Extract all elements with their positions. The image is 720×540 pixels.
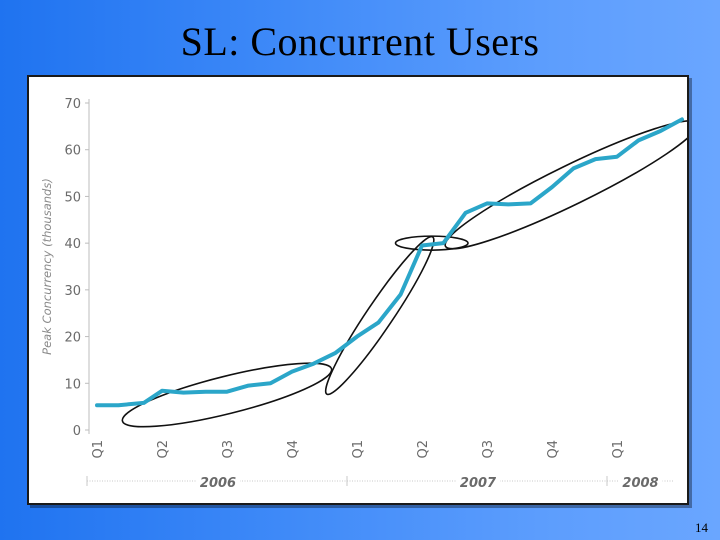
year-label-bg [618, 471, 663, 491]
x-tick-label: Q3 [221, 440, 236, 459]
y-tick-label: 70 [64, 97, 81, 112]
y-tick-label: 30 [64, 284, 81, 299]
y-tick-label: 60 [64, 144, 81, 159]
page-number: 14 [695, 520, 708, 535]
chart-panel: 0 10 20 30 40 50 60 70 Peak Concurrency (thousan… [27, 75, 689, 505]
year-label: 2006 [200, 476, 236, 491]
x-tick-label: Q1 [611, 440, 626, 459]
annotation-ellipse [121, 362, 333, 428]
annotation-ellipse [324, 235, 435, 396]
x-tick-label: Q4 [546, 440, 561, 459]
y-axis-label: Peak Concurrency (thousands) [40, 178, 54, 355]
x-tick-label: Q4 [286, 440, 301, 459]
x-tick-label: Q1 [351, 440, 366, 459]
y-tick-label: 40 [64, 237, 81, 252]
year-label: 2008 [622, 476, 658, 491]
x-tick-label: Q3 [481, 440, 496, 459]
series-line [95, 117, 684, 408]
x-tick-label: Q1 [91, 440, 106, 459]
annotation-ellipse [394, 235, 469, 251]
x-tick-label: Q2 [416, 440, 431, 459]
slide-title: SL: Concurrent Users [180, 19, 540, 64]
y-tick-label: 20 [64, 331, 81, 346]
x-tick-label: Q2 [156, 440, 171, 459]
year-label-bg [196, 471, 240, 491]
year-label-bg [456, 471, 500, 491]
y-tick-label: 0 [73, 424, 81, 439]
line-chart: 0 10 20 30 40 50 60 70 Peak Concurrency (thousan… [40, 97, 687, 491]
year-label: 2007 [460, 476, 497, 491]
annotation-ellipse [444, 119, 687, 250]
y-tick-label: 50 [64, 190, 81, 205]
y-tick-label: 10 [64, 377, 81, 392]
